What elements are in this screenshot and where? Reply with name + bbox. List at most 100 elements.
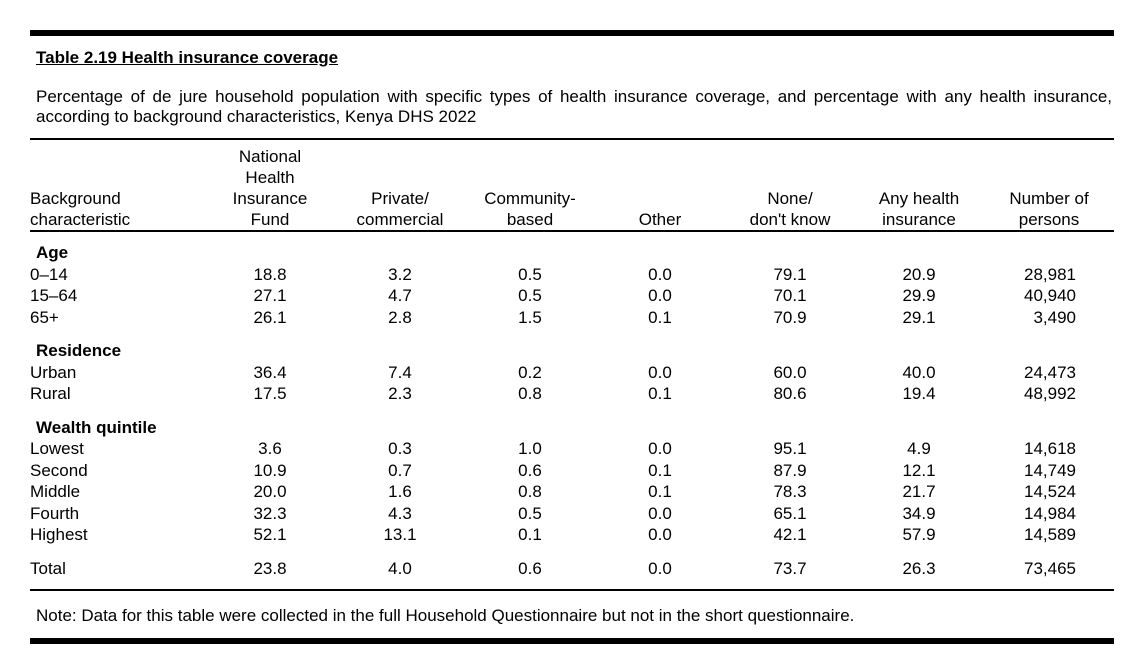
group-header-row: Residence xyxy=(30,328,1114,362)
row-label: Second xyxy=(30,460,88,480)
col-header-none: None/don't know xyxy=(726,140,854,230)
cell-nhif: 20.0 xyxy=(253,482,287,501)
table-title: Table 2.19 Health insurance coverage xyxy=(36,48,339,67)
col-header-private: Private/commercial xyxy=(334,140,466,230)
cell-community: 0.2 xyxy=(518,362,542,382)
cell-any: 4.9 xyxy=(907,439,931,458)
table-row: 0–14 18.8 3.2 0.5 0.0 79.1 20.9 28,981 xyxy=(30,264,1114,286)
cell-other: 0.1 xyxy=(648,460,672,480)
cell-any: 29.1 xyxy=(902,307,936,327)
cell-private: 4.7 xyxy=(388,286,412,305)
cell-persons: 14,984 xyxy=(1024,503,1076,523)
row-label: Fourth xyxy=(30,503,80,523)
group-header-row: Wealth quintile xyxy=(30,405,1114,439)
col-header-community: Community-based xyxy=(466,140,594,230)
col-header-line: Fund xyxy=(250,210,290,229)
cell-none: 78.3 xyxy=(773,482,807,501)
cell-nhif: 10.9 xyxy=(253,460,287,480)
cell-nhif: 18.8 xyxy=(253,264,287,284)
cell-community: 0.8 xyxy=(518,482,542,501)
cell-none: 79.1 xyxy=(773,264,807,284)
group-header-row: Age xyxy=(30,230,1114,264)
table-row: 15–64 27.1 4.7 0.5 0.0 70.1 29.9 40,940 xyxy=(30,285,1114,307)
total-label: Total xyxy=(30,558,66,578)
col-header-any: Any health insurance xyxy=(854,140,984,230)
table-note: Note: Data for this table were collected… xyxy=(36,606,855,625)
cell-private: 2.3 xyxy=(388,384,412,403)
cell-any: 21.7 xyxy=(902,482,936,501)
col-header-line: Other xyxy=(638,210,682,229)
cell-community: 1.0 xyxy=(518,439,542,458)
col-header-line: Background xyxy=(30,189,121,208)
table-body: Age 0–14 18.8 3.2 0.5 0.0 79.1 20.9 28,981 15–64 2… xyxy=(30,230,1114,587)
cell-any: 19.4 xyxy=(902,384,936,403)
total-row: Total 23.8 4.0 0.6 0.0 73.7 26.3 73,465 xyxy=(30,546,1114,588)
cell-nhif: 32.3 xyxy=(253,503,287,523)
cell-private: 7.4 xyxy=(388,362,412,382)
row-label: Middle xyxy=(30,482,81,501)
cell-private: 13.1 xyxy=(383,525,417,544)
cell-nhif: 17.5 xyxy=(253,384,287,403)
cell-nhif: 26.1 xyxy=(253,307,287,327)
row-label: Lowest xyxy=(30,439,84,458)
col-header-line: Number of xyxy=(1009,189,1089,208)
table-row: Urban 36.4 7.4 0.2 0.0 60.0 40.0 24,473 xyxy=(30,362,1114,384)
cell-none: 80.6 xyxy=(773,384,807,403)
cell-none: 95.1 xyxy=(773,439,807,458)
table-subtitle: Percentage of de jure household populati… xyxy=(36,87,1112,126)
total-other: 0.0 xyxy=(648,558,672,578)
col-header-line: commercial xyxy=(356,210,444,229)
cell-community: 0.5 xyxy=(518,264,542,284)
cell-persons: 14,524 xyxy=(1024,482,1076,501)
group-label: Residence xyxy=(36,341,122,360)
header-top-rule xyxy=(30,138,1114,140)
row-label: 15–64 xyxy=(30,286,78,305)
row-label: Urban xyxy=(30,362,77,382)
col-header-line: characteristic xyxy=(30,210,131,229)
cell-private: 1.6 xyxy=(388,482,412,501)
cell-persons: 48,992 xyxy=(1024,384,1076,403)
group-label: Wealth quintile xyxy=(36,417,157,437)
total-nhif: 23.8 xyxy=(253,558,287,578)
cell-other: 0.0 xyxy=(648,503,672,523)
total-community: 0.6 xyxy=(518,558,542,578)
cell-any: 20.9 xyxy=(902,264,936,284)
cell-any: 29.9 xyxy=(902,286,936,305)
table-row: Middle 20.0 1.6 0.8 0.1 78.3 21.7 14,524 xyxy=(30,481,1114,503)
cell-persons: 3,490 xyxy=(1033,307,1076,327)
total-private: 4.0 xyxy=(388,558,412,578)
cell-persons: 40,940 xyxy=(1024,286,1076,305)
table-row: Fourth 32.3 4.3 0.5 0.0 65.1 34.9 14,984 xyxy=(30,503,1114,525)
col-header-line: don't know xyxy=(749,210,831,229)
cell-other: 0.0 xyxy=(648,264,672,284)
cell-nhif: 36.4 xyxy=(253,362,287,382)
cell-other: 0.1 xyxy=(648,384,672,403)
header-bottom-rule xyxy=(30,230,1114,232)
cell-private: 4.3 xyxy=(388,503,412,523)
cell-persons: 14,618 xyxy=(1024,439,1076,458)
table-row: Lowest 3.6 0.3 1.0 0.0 95.1 4.9 14,618 xyxy=(30,438,1114,460)
cell-other: 0.1 xyxy=(648,482,672,501)
cell-none: 70.9 xyxy=(773,307,807,327)
cell-private: 2.8 xyxy=(388,307,412,327)
table-row: Rural 17.5 2.3 0.8 0.1 80.6 19.4 48,992 xyxy=(30,383,1114,405)
cell-community: 0.5 xyxy=(518,503,542,523)
cell-nhif: 52.1 xyxy=(253,525,287,544)
table-bottom-rule xyxy=(30,589,1114,591)
top-thick-rule xyxy=(30,30,1114,36)
col-header-line: insurance xyxy=(882,210,956,229)
cell-community: 0.8 xyxy=(518,384,542,403)
cell-persons: 14,749 xyxy=(1024,460,1076,480)
row-label: 65+ xyxy=(30,307,59,327)
cell-private: 3.2 xyxy=(388,264,412,284)
cell-persons: 24,473 xyxy=(1024,362,1076,382)
bottom-thick-rule xyxy=(30,638,1114,644)
cell-none: 60.0 xyxy=(773,362,807,382)
cell-any: 12.1 xyxy=(902,460,936,480)
cell-other: 0.0 xyxy=(648,439,672,458)
col-header-nhif: National Health Insurance Fund xyxy=(206,140,334,230)
cell-other: 0.0 xyxy=(648,525,672,544)
cell-nhif: 3.6 xyxy=(258,439,282,458)
col-header-line: persons xyxy=(1018,210,1080,229)
col-header-line: National xyxy=(238,147,302,166)
